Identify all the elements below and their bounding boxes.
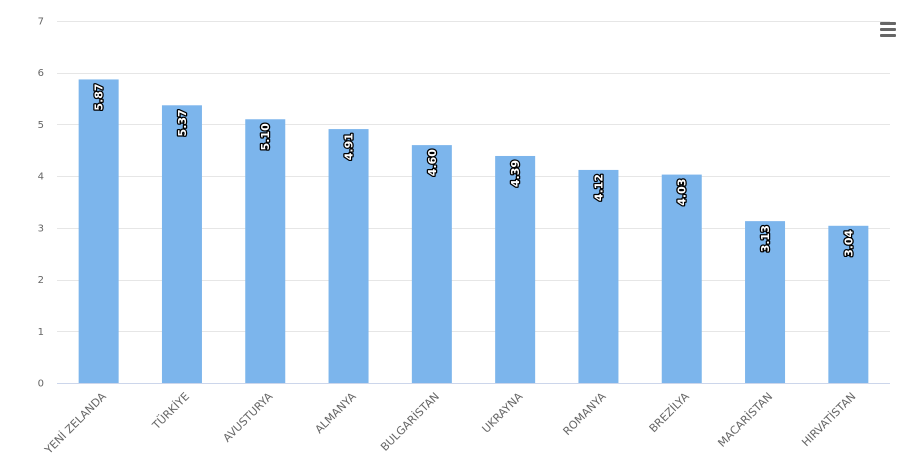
y-tick-label: 7 (38, 17, 44, 28)
y-tick-label: 6 (38, 68, 44, 79)
data-label: 3.04 (842, 229, 855, 256)
x-tick-label: ALMANYA (312, 390, 359, 437)
x-tick-label: MACARİSTAN (715, 390, 775, 450)
data-label: 4.03 (676, 179, 689, 206)
x-tick-label: ROMANYA (561, 390, 609, 438)
bar (245, 119, 286, 383)
data-label: 4.60 (426, 149, 439, 176)
x-tick-label: HIRVATİSTAN (799, 390, 858, 449)
data-label: 5.37 (176, 109, 189, 136)
data-label: 3.13 (759, 225, 772, 252)
data-label: 4.39 (509, 160, 522, 187)
bar (745, 221, 786, 383)
x-tick-label: YENİ ZELANDA (42, 390, 110, 458)
y-tick-label: 4 (38, 172, 44, 183)
bar (661, 174, 702, 383)
bar (328, 129, 369, 383)
x-tick-label: TÜRKİYE (149, 390, 192, 433)
hamburger-menu-icon[interactable] (878, 22, 898, 40)
y-tick-label: 5 (38, 120, 44, 131)
x-tick-label: BULGARİSTAN (378, 390, 442, 454)
x-tick-label: UKRAYNA (480, 390, 526, 436)
data-label: 5.87 (93, 83, 106, 110)
bar (411, 145, 452, 383)
bar (78, 79, 119, 384)
y-tick-label: 1 (38, 327, 44, 338)
y-tick-label: 3 (38, 223, 44, 234)
x-tick-label: BREZİLYA (647, 390, 693, 436)
data-label: 4.91 (343, 133, 356, 160)
bar (828, 225, 869, 383)
data-label: 5.10 (259, 123, 272, 150)
bar (495, 155, 536, 383)
bar (161, 105, 202, 384)
menu-line (880, 22, 896, 25)
data-label: 4.12 (592, 174, 605, 201)
y-tick-label: 0 (38, 379, 44, 390)
menu-line (880, 34, 896, 37)
bar (578, 169, 619, 383)
y-tick-label: 2 (38, 275, 44, 286)
menu-line (880, 28, 896, 31)
x-tick-label: AVUSTURYA (221, 390, 276, 445)
